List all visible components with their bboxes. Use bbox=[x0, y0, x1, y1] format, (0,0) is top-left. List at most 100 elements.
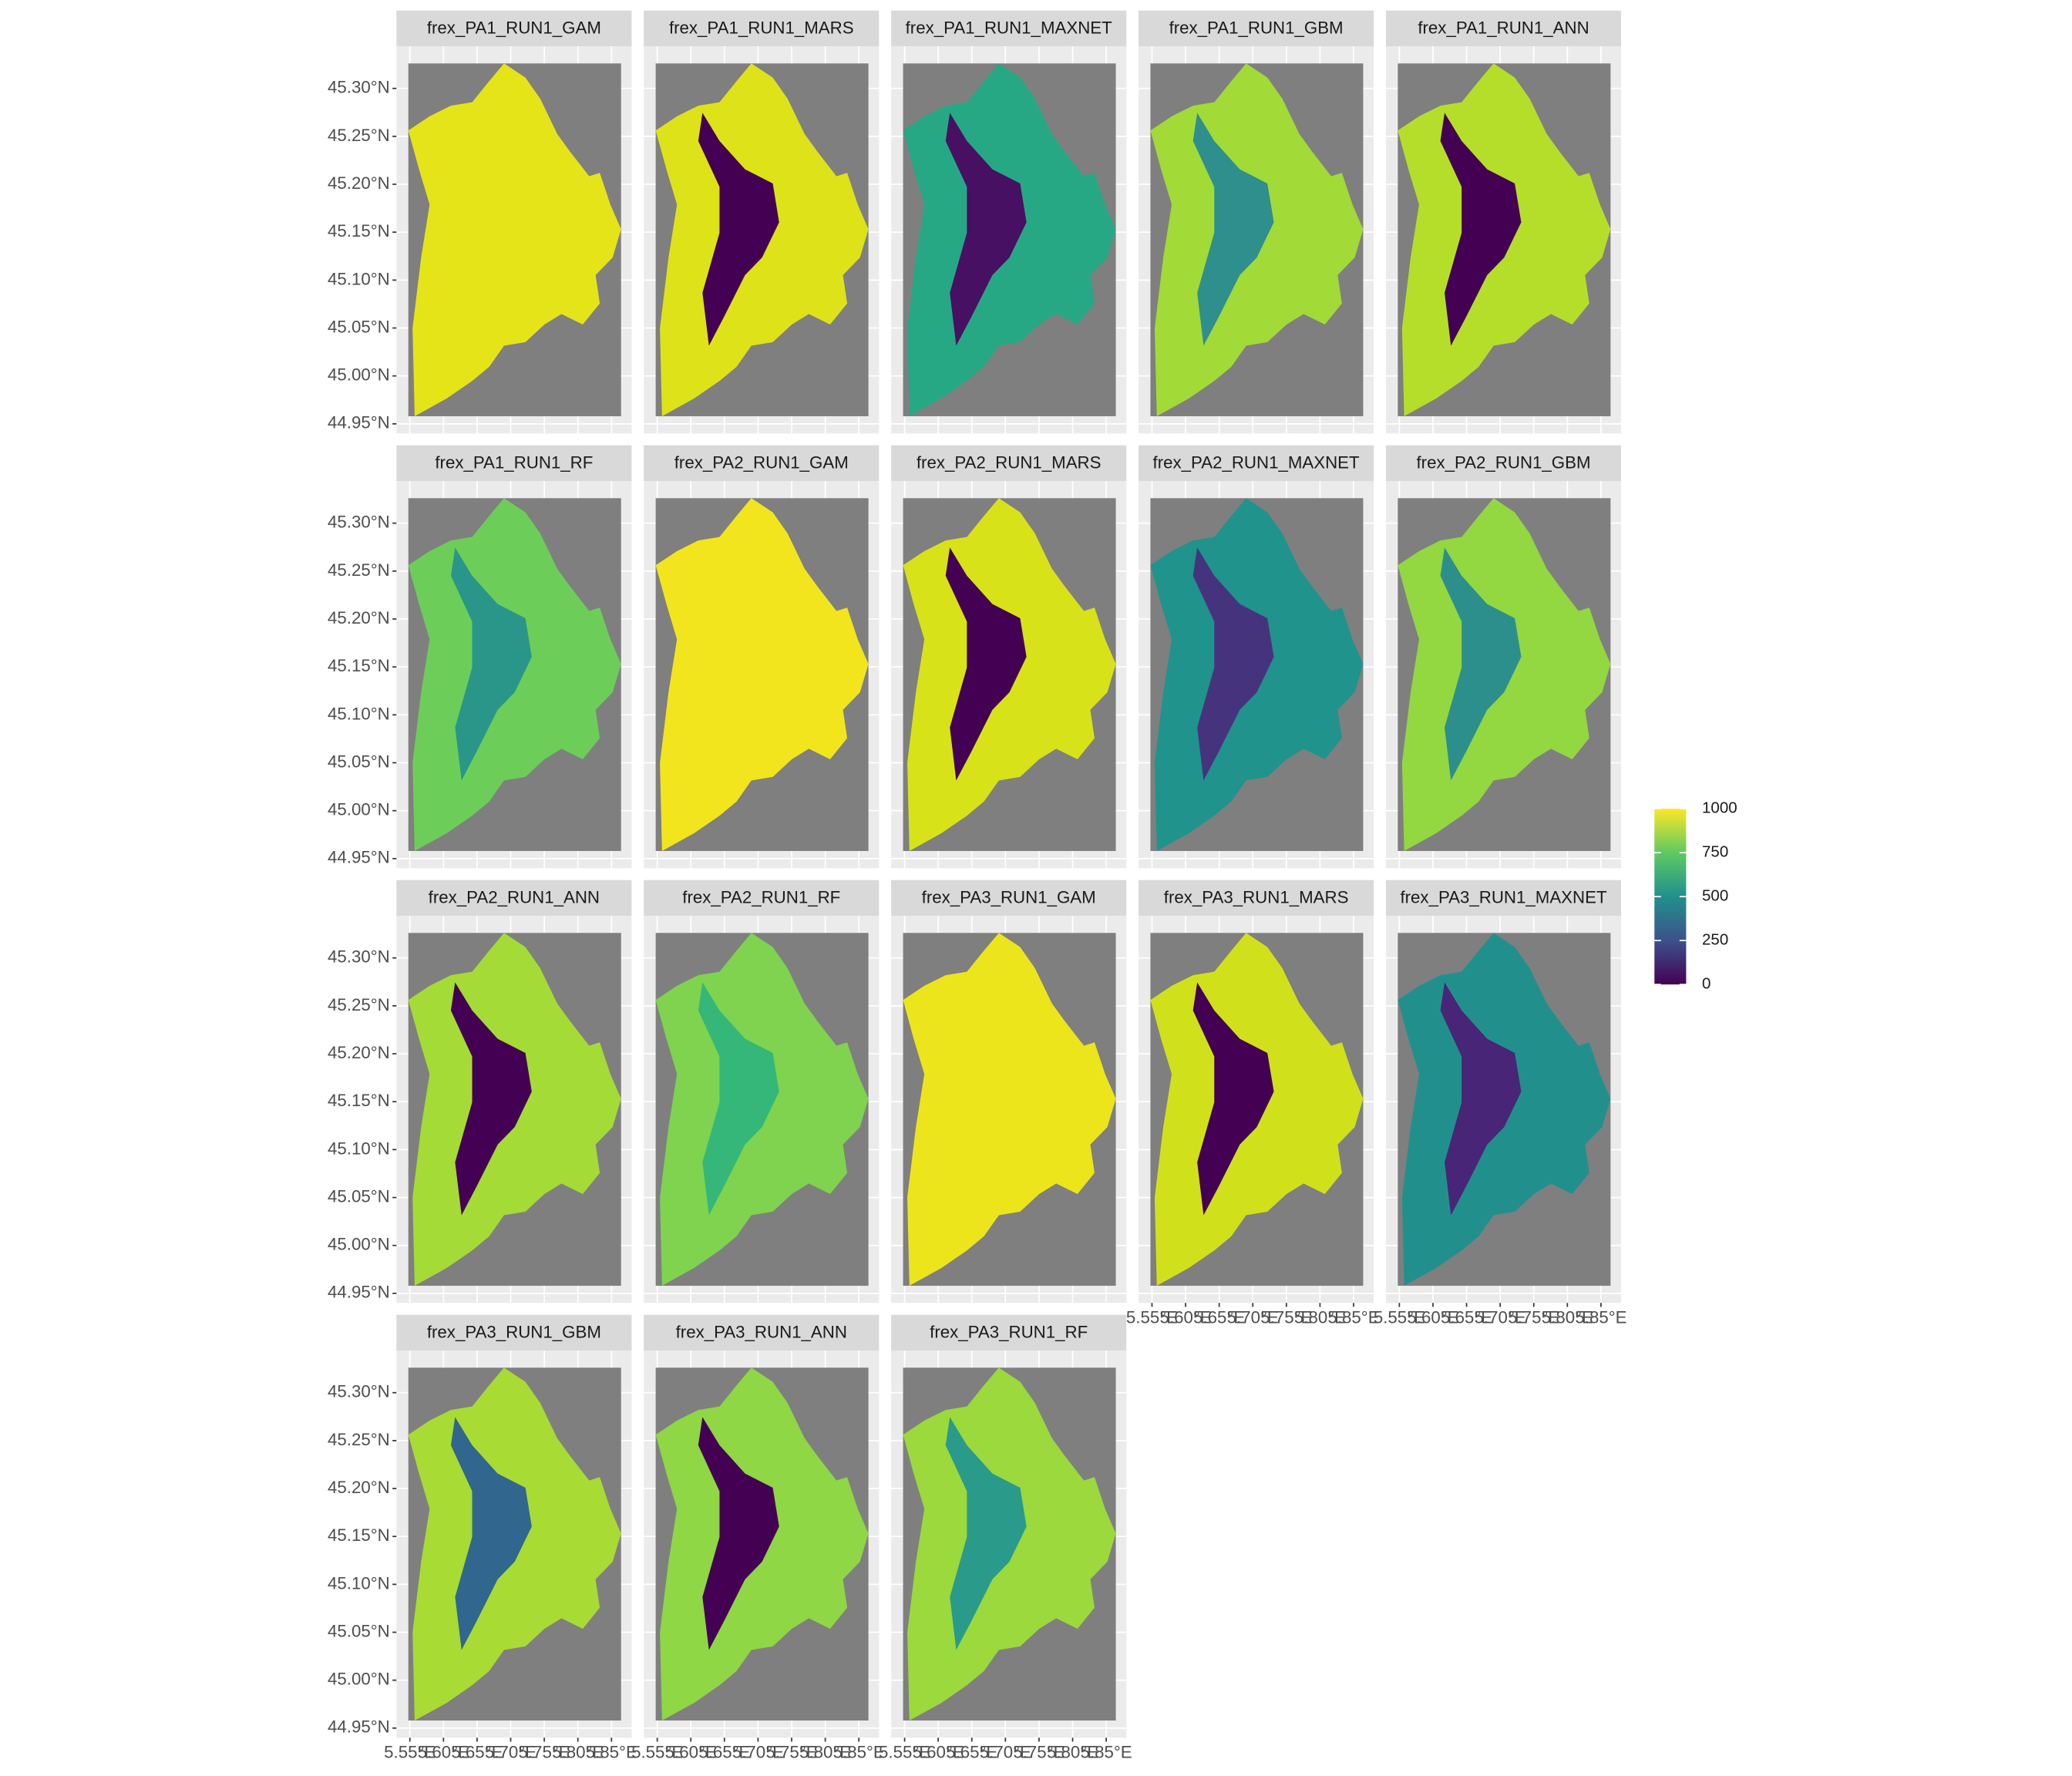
facet-title: frex_PA2_RUN1_MAXNET bbox=[1153, 453, 1360, 473]
facet-strip bbox=[891, 445, 1127, 481]
facet-strip bbox=[644, 1314, 880, 1350]
y-tick-label: 45.00°N bbox=[328, 1670, 390, 1689]
x-tick-label: 5.65°E bbox=[1441, 1308, 1492, 1327]
map-low-zone bbox=[1440, 547, 1522, 781]
facet-strip bbox=[1139, 445, 1374, 481]
y-tick-label: 45.25°N bbox=[328, 126, 390, 145]
map-area bbox=[408, 63, 621, 417]
x-tick-label: 5.80°E bbox=[552, 1743, 604, 1762]
y-tick-label: 45.05°N bbox=[328, 317, 390, 336]
facet-title: frex_PA3_RUN1_ANN bbox=[676, 1323, 847, 1342]
x-tick-label: 5.85°E bbox=[1575, 1308, 1626, 1327]
map-low-zone bbox=[945, 1417, 1027, 1650]
x-tick-label: 5.80°E bbox=[1047, 1743, 1098, 1762]
colorbar-label: 750 bbox=[1702, 843, 1728, 861]
facet-title: frex_PA2_RUN1_GBM bbox=[1416, 453, 1590, 473]
map-low-zone bbox=[1440, 113, 1522, 346]
x-tick-label: 5.75°E bbox=[1013, 1743, 1065, 1762]
colorbar-label: 1000 bbox=[1702, 799, 1737, 817]
map-low-zone bbox=[698, 113, 779, 346]
x-tick-label: 5.65°E bbox=[1193, 1308, 1245, 1327]
map-low-zone bbox=[945, 547, 1027, 781]
map-low-zone bbox=[698, 982, 779, 1216]
x-tick-label: 5.85°E bbox=[833, 1743, 885, 1762]
map-low-zone bbox=[945, 113, 1027, 346]
map-low-zone bbox=[1440, 982, 1522, 1216]
x-tick-label: 5.80°E bbox=[1294, 1308, 1346, 1327]
map-low-zone bbox=[450, 982, 532, 1216]
facet-strip bbox=[396, 1314, 632, 1350]
y-tick-label: 44.95°N bbox=[328, 1717, 390, 1737]
facet-title: frex_PA1_RUN1_GAM bbox=[427, 18, 601, 38]
y-tick-label: 45.10°N bbox=[328, 1573, 390, 1593]
y-tick-label: 45.30°N bbox=[328, 1382, 390, 1401]
facet-strip bbox=[1139, 10, 1374, 46]
x-tick-label: 5.60°E bbox=[1407, 1308, 1458, 1327]
x-tick-label: 5.75°E bbox=[519, 1743, 570, 1762]
x-tick-label: 5.60°E bbox=[913, 1743, 964, 1762]
x-tick-label: 5.85°E bbox=[1327, 1308, 1379, 1327]
map-low-zone bbox=[698, 1417, 779, 1650]
x-tick-label: 5.65°E bbox=[698, 1743, 750, 1762]
facet-title: frex_PA2_RUN1_ANN bbox=[429, 888, 600, 907]
facet-strip bbox=[1385, 445, 1622, 481]
y-tick-label: 45.15°N bbox=[328, 656, 390, 675]
x-tick-label: 5.55°E bbox=[384, 1743, 436, 1762]
colorbar-label: 250 bbox=[1702, 931, 1728, 949]
facet-title: frex_PA1_RUN1_MAXNET bbox=[906, 18, 1112, 38]
map-low-zone bbox=[450, 547, 532, 781]
x-tick-label: 5.70°E bbox=[732, 1743, 784, 1762]
facet-title: frex_PA2_RUN1_GAM bbox=[674, 453, 849, 473]
y-tick-label: 45.20°N bbox=[328, 173, 390, 193]
x-tick-label: 5.70°E bbox=[1227, 1308, 1279, 1327]
x-tick-label: 5.65°E bbox=[451, 1743, 503, 1762]
x-tick-label: 5.70°E bbox=[1475, 1308, 1526, 1327]
colorbar-label: 500 bbox=[1702, 887, 1728, 905]
y-tick-label: 45.00°N bbox=[328, 365, 390, 385]
facet-strip bbox=[644, 10, 880, 46]
x-tick-label: 5.85°E bbox=[586, 1743, 637, 1762]
facet-strip bbox=[644, 880, 880, 916]
map-area bbox=[903, 933, 1116, 1286]
y-tick-label: 45.30°N bbox=[328, 513, 390, 532]
x-tick-label: 5.60°E bbox=[665, 1743, 717, 1762]
facet-strip bbox=[891, 1314, 1127, 1350]
facet-strip bbox=[1139, 880, 1374, 916]
facet-title: frex_PA1_RUN1_ANN bbox=[1418, 18, 1589, 38]
facet-title: frex_PA2_RUN1_RF bbox=[682, 888, 840, 907]
x-tick-label: 5.80°E bbox=[1542, 1308, 1593, 1327]
facet-strip bbox=[396, 880, 632, 916]
x-tick-label: 5.55°E bbox=[879, 1743, 930, 1762]
facet-title: frex_PA3_RUN1_RF bbox=[930, 1323, 1088, 1342]
facet-title: frex_PA1_RUN1_MARS bbox=[669, 18, 854, 38]
facet-strip bbox=[1385, 880, 1622, 916]
y-tick-label: 45.10°N bbox=[328, 704, 390, 723]
y-tick-label: 45.20°N bbox=[328, 1043, 390, 1062]
y-tick-label: 45.20°N bbox=[328, 608, 390, 627]
facet-title: frex_PA3_RUN1_MARS bbox=[1164, 888, 1349, 907]
y-tick-label: 45.30°N bbox=[328, 78, 390, 97]
x-tick-label: 5.85°E bbox=[1081, 1743, 1132, 1762]
facet-title: frex_PA2_RUN1_MARS bbox=[917, 453, 1102, 473]
facet-title: frex_PA3_RUN1_GAM bbox=[922, 888, 1096, 907]
x-tick-label: 5.55°E bbox=[1374, 1308, 1425, 1327]
y-tick-label: 45.15°N bbox=[328, 1091, 390, 1110]
x-tick-label: 5.55°E bbox=[631, 1743, 683, 1762]
y-tick-label: 45.10°N bbox=[328, 269, 390, 288]
x-tick-label: 5.70°E bbox=[980, 1743, 1031, 1762]
x-tick-label: 5.70°E bbox=[485, 1743, 536, 1762]
facet-title: frex_PA3_RUN1_MAXNET bbox=[1400, 888, 1606, 907]
x-tick-label: 5.60°E bbox=[418, 1743, 469, 1762]
map-low-zone bbox=[1192, 113, 1274, 346]
y-tick-label: 45.10°N bbox=[328, 1139, 390, 1158]
facet-strip bbox=[891, 10, 1127, 46]
facet-strip bbox=[644, 445, 880, 481]
x-tick-label: 5.75°E bbox=[765, 1743, 817, 1762]
facet-strip bbox=[396, 10, 632, 46]
y-tick-label: 45.05°N bbox=[328, 1621, 390, 1640]
x-tick-label: 5.75°E bbox=[1260, 1308, 1312, 1327]
colorbar-label: 0 bbox=[1702, 975, 1710, 993]
y-tick-label: 45.05°N bbox=[328, 1186, 390, 1206]
map-area bbox=[655, 498, 869, 851]
